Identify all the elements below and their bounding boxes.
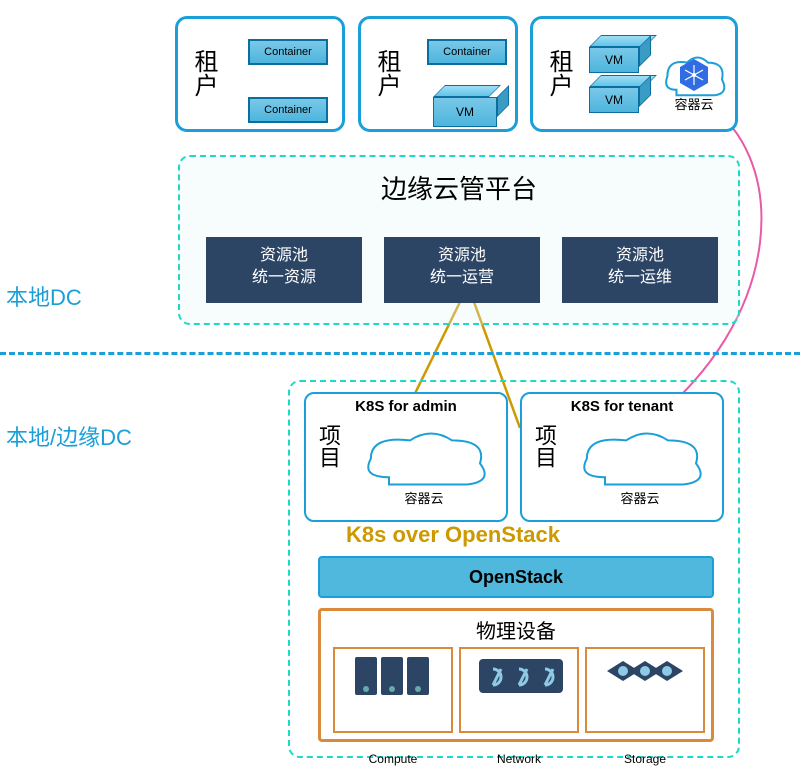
project-label: 项目 (528, 424, 560, 468)
vm-box: VM (433, 97, 497, 127)
resource-pool-0: 资源池统一资源 (206, 237, 362, 303)
phys-network: Network (459, 647, 579, 733)
tenant-box-0: 租户 Container Container (175, 16, 345, 132)
resource-pool-2: 资源池统一运维 (562, 237, 718, 303)
platform-title: 边缘云管平台 (180, 169, 738, 206)
bottom-panel: K8S for admin 项目容器云 K8S for tenant 项目容器云 K8s… (288, 380, 740, 758)
side-label-0: 本地DC (6, 280, 82, 312)
vm-box: VM (589, 87, 639, 113)
tenant-box-2: 租户 VM VM 容器云 (530, 16, 738, 132)
phys-storage: Storage (585, 647, 705, 733)
project-head: K8S for tenant (522, 398, 722, 415)
cloud-icon: 容器云 (354, 422, 494, 519)
svg-text:容器云: 容器云 (620, 491, 659, 506)
platform-panel: 边缘云管平台资源池统一资源资源池统一运营资源池统一运维 (178, 155, 740, 325)
tenant-label: 租户 (369, 49, 404, 97)
cloud-icon: 容器云 (570, 422, 710, 519)
tenant-label: 租户 (541, 49, 576, 97)
svg-text:容器云: 容器云 (404, 491, 443, 506)
k8s-cloud-icon: 容器云 (659, 49, 729, 122)
physical-title: 物理设备 (321, 615, 711, 644)
project-head: K8S for admin (306, 398, 506, 415)
section-divider (0, 352, 800, 355)
tenant-box-1: 租户 Container VM (358, 16, 518, 132)
project-box-1: K8S for tenant 项目容器云 (520, 392, 724, 522)
resource-pool-1: 资源池统一运营 (384, 237, 540, 303)
openstack-box: OpenStack (318, 556, 714, 598)
container-box: Container (248, 97, 328, 123)
phys-compute: Compute (333, 647, 453, 733)
container-box: Container (427, 39, 507, 65)
side-label-1: 本地/边缘DC (6, 420, 132, 452)
k8s-over-label: K8s over OpenStack (346, 522, 560, 548)
physical-box: 物理设备 ComputeNetworkStorage (318, 608, 714, 742)
project-box-0: K8S for admin 项目容器云 (304, 392, 508, 522)
container-box: Container (248, 39, 328, 65)
svg-text:容器云: 容器云 (674, 97, 713, 112)
project-label: 项目 (312, 424, 344, 468)
tenant-label: 租户 (186, 49, 221, 97)
vm-box: VM (589, 47, 639, 73)
